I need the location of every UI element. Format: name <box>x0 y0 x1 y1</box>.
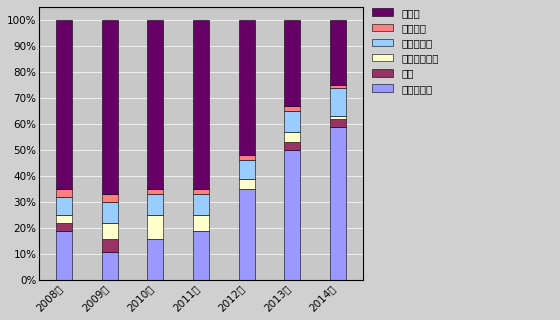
Bar <box>147 20 164 189</box>
Bar <box>284 132 300 142</box>
Bar <box>57 231 72 280</box>
Bar <box>239 160 255 179</box>
Bar <box>284 106 300 111</box>
Bar <box>193 189 209 194</box>
Bar <box>284 20 300 106</box>
Bar <box>57 223 72 231</box>
Bar <box>57 20 72 189</box>
Bar <box>330 127 346 280</box>
Bar <box>284 111 300 132</box>
Bar <box>102 252 118 280</box>
Bar <box>193 20 209 189</box>
Bar <box>284 142 300 150</box>
Legend: その他, アフリカ, 南アメリカ, インド亜大陸, 極東, 東南アジア: その他, アフリカ, 南アメリカ, インド亜大陸, 極東, 東南アジア <box>371 7 440 95</box>
Bar <box>102 20 118 194</box>
Bar <box>147 194 164 215</box>
Bar <box>57 189 72 197</box>
Bar <box>330 119 346 127</box>
Bar <box>239 155 255 160</box>
Bar <box>147 215 164 238</box>
Bar <box>147 189 164 194</box>
Bar <box>330 85 346 88</box>
Bar <box>239 179 255 189</box>
Bar <box>239 189 255 280</box>
Bar <box>57 197 72 215</box>
Bar <box>239 20 255 155</box>
Bar <box>330 116 346 119</box>
Bar <box>193 194 209 215</box>
Bar <box>147 238 164 280</box>
Bar <box>193 231 209 280</box>
Bar <box>102 223 118 238</box>
Bar <box>330 88 346 116</box>
Bar <box>193 215 209 231</box>
Bar <box>102 194 118 202</box>
Bar <box>57 215 72 223</box>
Bar <box>330 20 346 85</box>
Bar <box>284 150 300 280</box>
Bar <box>102 238 118 252</box>
Bar <box>102 202 118 223</box>
